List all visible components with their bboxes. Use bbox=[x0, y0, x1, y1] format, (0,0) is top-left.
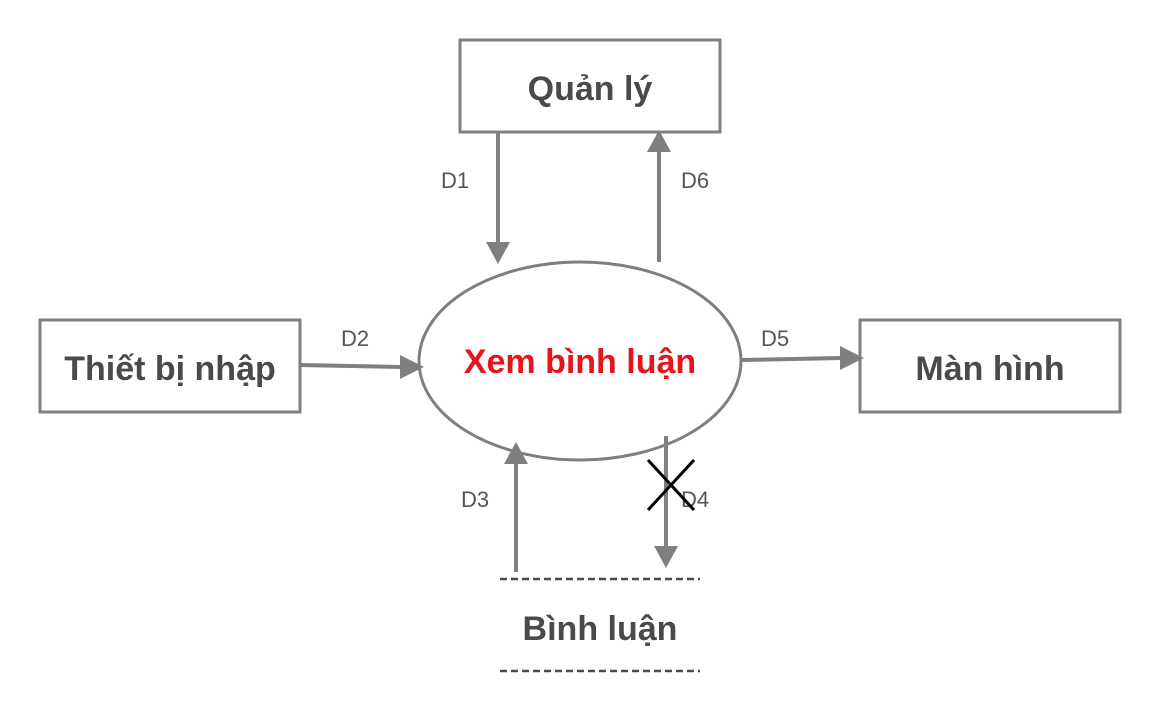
flow-d1-arrowhead bbox=[486, 242, 510, 264]
flow-d5: D5 bbox=[740, 326, 864, 370]
flow-d1: D1 bbox=[441, 132, 510, 264]
datastore-comments: Bình luận bbox=[500, 577, 700, 673]
flow-d6-label: D6 bbox=[681, 168, 709, 193]
entity-screen-label: Màn hình bbox=[915, 350, 1064, 388]
cross-mark-icon bbox=[646, 458, 696, 512]
flow-d3-label: D3 bbox=[461, 487, 489, 512]
flow-d3-arrowhead bbox=[504, 442, 528, 464]
flow-d6: D6 bbox=[647, 130, 709, 262]
entity-screen: Màn hình bbox=[858, 318, 1122, 414]
flow-d4-arrowhead bbox=[654, 546, 678, 568]
flow-d2: D2 bbox=[299, 326, 424, 379]
datastore-label: Bình luận bbox=[523, 610, 678, 648]
flow-d2-arrowhead bbox=[400, 355, 424, 379]
flow-d4: D4 bbox=[646, 436, 709, 568]
process-view-comments: Xem bình luận bbox=[417, 260, 743, 462]
entity-input-device-label: Thiết bị nhập bbox=[64, 350, 276, 388]
entity-manager-label: Quản lý bbox=[528, 70, 653, 108]
flow-d3: D3 bbox=[461, 442, 528, 572]
flow-d1-label: D1 bbox=[441, 168, 469, 193]
entity-manager: Quản lý bbox=[458, 38, 722, 134]
flow-d5-label: D5 bbox=[761, 326, 789, 351]
entity-input-device: Thiết bị nhập bbox=[38, 318, 302, 414]
flow-d5-arrowhead bbox=[840, 346, 864, 370]
flow-d6-arrowhead bbox=[647, 130, 671, 152]
flow-d2-label: D2 bbox=[341, 326, 369, 351]
process-label: Xem bình luận bbox=[464, 343, 696, 381]
